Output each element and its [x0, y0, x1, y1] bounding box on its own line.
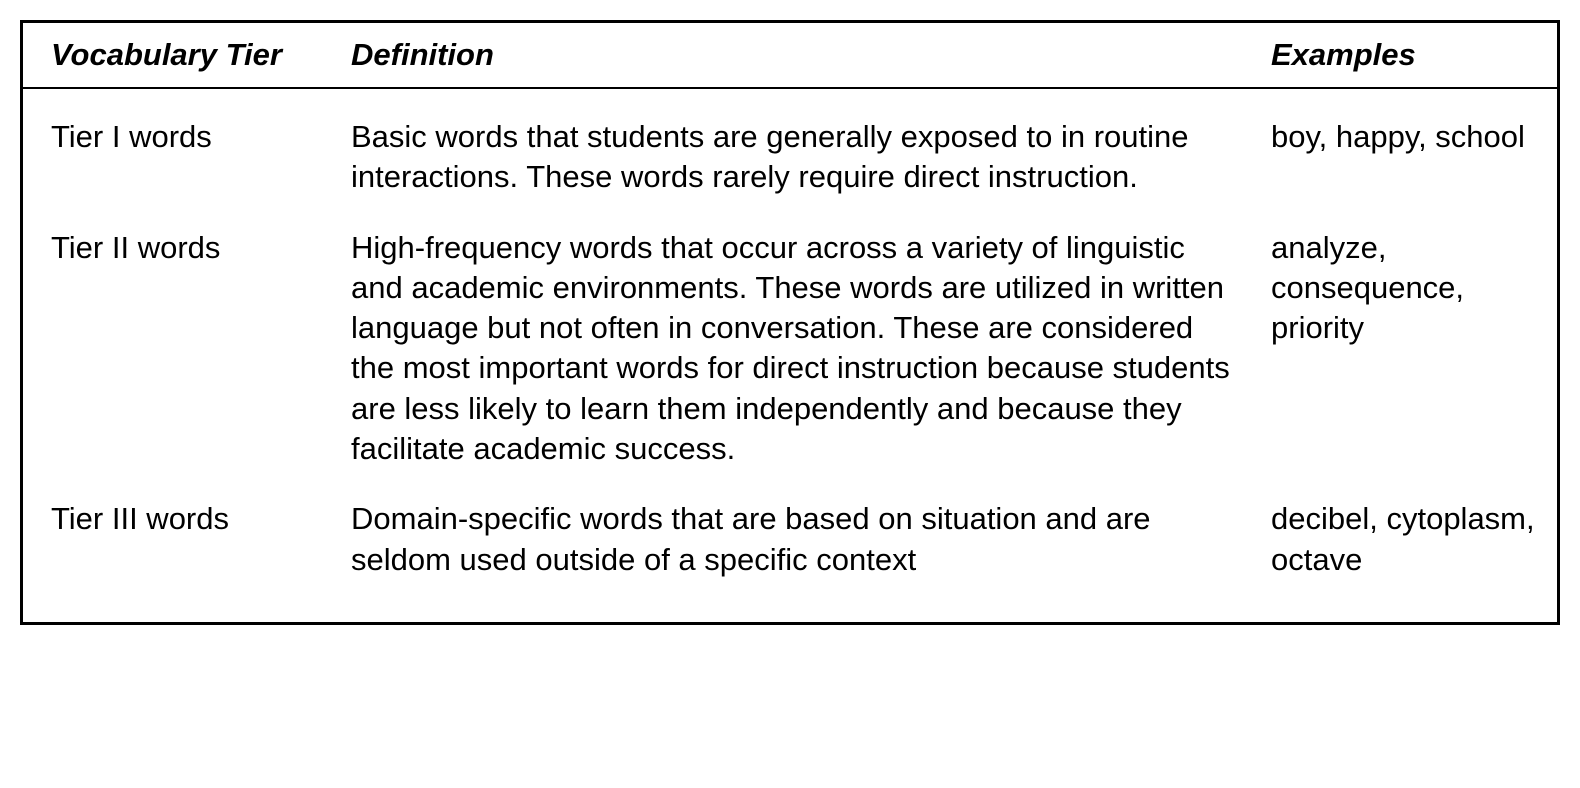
table-row: Tier II words High-frequency words that … [51, 218, 1529, 490]
table-header-row: Vocabulary Tier Definition Examples [23, 23, 1557, 89]
cell-definition: Basic words that students are generally … [351, 117, 1271, 198]
table-row: Tier III words Domain-specific words tha… [51, 489, 1529, 600]
cell-examples: analyze, consequence, priority [1271, 228, 1551, 470]
cell-tier: Tier III words [51, 499, 351, 580]
column-header-tier: Vocabulary Tier [51, 37, 351, 73]
vocabulary-tier-table: Vocabulary Tier Definition Examples Tier… [20, 20, 1560, 625]
cell-examples: boy, happy, school [1271, 117, 1551, 198]
cell-examples: decibel, cytoplasm, octave [1271, 499, 1551, 580]
cell-definition: High-frequency words that occur across a… [351, 228, 1271, 470]
table-row: Tier I words Basic words that students a… [51, 107, 1529, 218]
column-header-definition: Definition [351, 37, 1271, 73]
cell-tier: Tier I words [51, 117, 351, 198]
cell-definition: Domain-specific words that are based on … [351, 499, 1271, 580]
column-header-examples: Examples [1271, 37, 1551, 73]
cell-tier: Tier II words [51, 228, 351, 470]
table-body: Tier I words Basic words that students a… [23, 89, 1557, 622]
